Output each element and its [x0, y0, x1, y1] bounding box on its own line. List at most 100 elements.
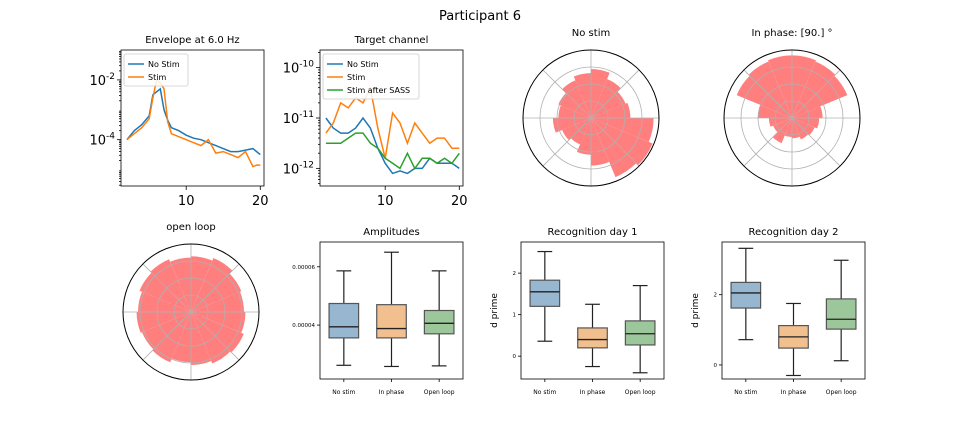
- amplitudes-box: [423, 309, 455, 335]
- polar_nostim-grid-spoke: [542, 117, 592, 167]
- target-series-stim: [325, 85, 460, 159]
- target-legend-label: Stim after SASS: [347, 86, 410, 95]
- recog2-title: Recognition day 2: [749, 227, 839, 238]
- recog1-title: Recognition day 1: [548, 227, 638, 238]
- polar_openloop-bin: [139, 272, 191, 312]
- recog1-frame: [520, 241, 665, 380]
- polar_inphase-bin: [792, 75, 848, 118]
- recog2-ylabel: d prime: [691, 293, 701, 328]
- amplitudes-ytick-label: 0.00004: [292, 323, 315, 329]
- polar_nostim-bin: [591, 79, 621, 118]
- polar_nostim-grid-spoke: [542, 69, 592, 119]
- polar_openloop-bin: [191, 273, 242, 312]
- envelope-xtick-label: 20: [252, 194, 269, 209]
- polar_inphase-bin: [792, 106, 823, 118]
- polar_openloop-bin: [171, 312, 191, 363]
- polar_nostim-bin: [562, 118, 591, 141]
- recog2-xtick-label: Open loop: [826, 389, 857, 396]
- recog2-chart: Recognition day 2 d prime 0 2 No stim In phas…: [691, 227, 866, 396]
- polar_openloop-bin: [170, 257, 191, 312]
- polar_inphase-bin: [773, 118, 792, 133]
- recog1-box: [529, 279, 561, 307]
- polar_nostim-bin: [576, 118, 591, 155]
- target-ytick-label: 10-11: [283, 110, 314, 127]
- polar_openloop-grid-spoke: [142, 311, 192, 361]
- polar_openloop-grid-spoke: [142, 263, 192, 313]
- polar_inphase-bin: [792, 118, 800, 139]
- polar_nostim-bin: [591, 102, 631, 118]
- polar_inphase-bin: [768, 118, 792, 127]
- polar_inphase-bin: [736, 75, 792, 118]
- polar_nostim-grid-spoke: [590, 69, 640, 119]
- amplitudes-title: Amplitudes: [363, 227, 419, 238]
- polar_nostim-title: No stim: [572, 28, 610, 39]
- recog1-box: [577, 327, 608, 349]
- polar_openloop-bin: [191, 312, 246, 333]
- target-series-stim-after-sass: [325, 132, 460, 170]
- envelope-ytick-label: 10-4: [89, 132, 115, 149]
- polar_nostim-bin: [591, 118, 610, 166]
- envelope-legend-box: [123, 53, 189, 87]
- polar_openloop-bin: [137, 291, 191, 312]
- polar_inphase-bin: [792, 118, 820, 129]
- envelope-legend-label: No Stim: [148, 60, 180, 69]
- polar_openloop-bin: [152, 312, 191, 363]
- polar_openloop-title: open loop: [166, 222, 216, 233]
- target-series-no-stim: [325, 116, 460, 175]
- amplitudes-frame: [319, 241, 464, 380]
- envelope-series-stim: [126, 78, 261, 168]
- polar_inphase-bin: [792, 118, 809, 140]
- polar_openloop-bin: [142, 312, 191, 350]
- polar_nostim-bin: [552, 118, 591, 133]
- amplitudes-box: [328, 302, 360, 339]
- polar_openloop-outer-ring: [122, 243, 260, 381]
- recog1-xtick-label: Open loop: [625, 389, 656, 396]
- target-legend-label: No Stim: [347, 60, 379, 69]
- polar_nostim-chart: No stim: [522, 28, 660, 187]
- polar_openloop-bin: [191, 291, 245, 312]
- polar_nostim-bin: [591, 118, 637, 178]
- amplitudes-xtick-label: In phase: [379, 389, 405, 396]
- recog1-ytick-label: 1: [513, 313, 517, 319]
- target-title: Target channel: [354, 35, 429, 46]
- polar_nostim-grid-spoke: [590, 117, 640, 167]
- polar_nostim-bin: [562, 80, 591, 118]
- recog2-xtick-label: In phase: [781, 389, 807, 396]
- polar_openloop-bin: [191, 256, 213, 312]
- polar_inphase-bin: [784, 118, 792, 138]
- target-legend-label: Stim: [347, 73, 365, 82]
- polar_nostim-bin: [558, 93, 591, 118]
- polar_inphase-bin: [772, 118, 792, 144]
- target-xtick-label: 10: [377, 194, 394, 209]
- polar_nostim-bin: [591, 91, 626, 118]
- envelope-ytick-label: 10-2: [89, 72, 115, 89]
- polar_nostim-outer-ring: [522, 49, 660, 187]
- target-ytick-label: 10-10: [283, 60, 315, 77]
- polar_openloop-chart: open loop: [122, 222, 260, 381]
- polar_inphase-grid-spoke: [743, 69, 793, 119]
- polar_inphase-bin: [792, 118, 815, 136]
- recog1-box: [624, 320, 656, 346]
- recog1-chart: Recognition day 1 d prime 0 1 2 No stim In pha…: [490, 227, 665, 396]
- recog1-xtick-label: In phase: [580, 389, 606, 396]
- recog1-xtick-label: No stim: [533, 389, 556, 396]
- target-legend-box: [322, 53, 420, 100]
- polar_nostim-bin: [558, 105, 591, 118]
- recog2-xtick-label: No stim: [734, 389, 757, 396]
- target-frame: [319, 49, 464, 187]
- amplitudes-xtick-label: Open loop: [424, 389, 455, 396]
- target-xtick-label: 20: [451, 194, 468, 209]
- polar_inphase-grid-spoke: [791, 69, 841, 119]
- amplitudes-box: [376, 304, 407, 339]
- figure-suptitle: Participant 6: [439, 9, 521, 24]
- polar_openloop-bin: [191, 312, 212, 366]
- recog1-ytick-label: 2: [513, 271, 517, 277]
- target-ytick-label: 10-12: [283, 160, 314, 177]
- polar_openloop-grid-spoke: [190, 263, 240, 313]
- polar_inphase-bin: [758, 105, 792, 118]
- polar_openloop-grid-spoke: [190, 311, 240, 361]
- polar_openloop-bin: [136, 312, 191, 333]
- polar_nostim-bin: [591, 69, 610, 118]
- polar_inphase-grid-spoke: [743, 117, 793, 167]
- envelope-chart: Envelope at 6.0 Hz 10-2 10-4 10 20 No Stim Sti…: [89, 35, 268, 209]
